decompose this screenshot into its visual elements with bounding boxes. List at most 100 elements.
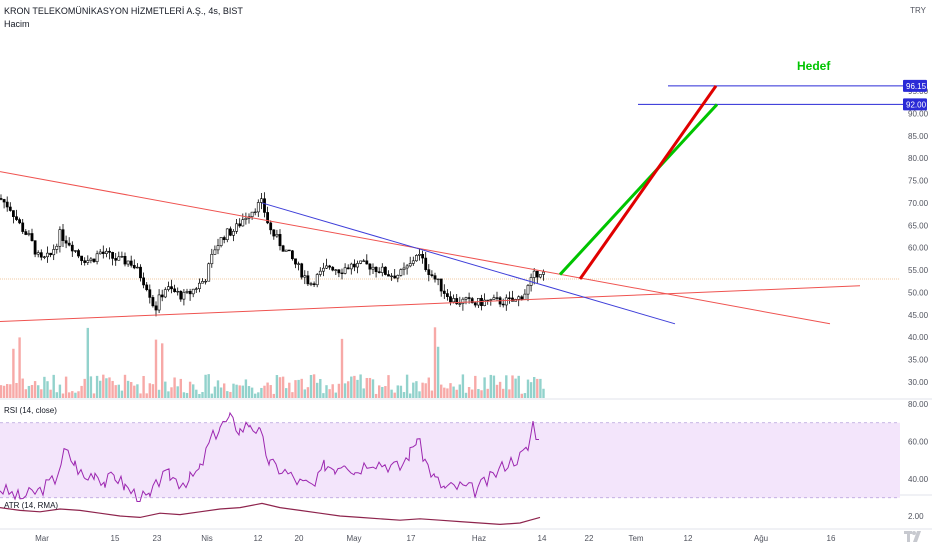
volume-bar xyxy=(207,374,210,398)
volume-bar xyxy=(278,377,282,398)
candle xyxy=(535,270,539,284)
candle xyxy=(464,296,468,305)
volume-bar xyxy=(216,380,220,398)
candle xyxy=(263,192,266,218)
candle xyxy=(337,269,341,278)
candle xyxy=(139,264,142,282)
candle-body xyxy=(377,271,381,273)
candle-body xyxy=(371,266,375,270)
candle-body xyxy=(42,256,46,258)
price-tick-label: 30.00 xyxy=(908,378,929,387)
volume-bar xyxy=(102,374,105,398)
candle xyxy=(198,278,201,293)
candle xyxy=(272,229,276,240)
rsi-tick-label: 60.00 xyxy=(908,438,929,447)
candle xyxy=(259,192,263,210)
candle xyxy=(374,266,378,278)
candle xyxy=(507,291,511,304)
volume-bar xyxy=(43,376,46,398)
candle-body xyxy=(253,211,257,214)
volume-bar xyxy=(356,379,359,398)
candle-body xyxy=(356,263,359,268)
candle xyxy=(49,252,53,258)
candle-body xyxy=(318,270,322,275)
candle-body xyxy=(111,252,115,259)
candle-body xyxy=(80,255,84,261)
tradingview-logo-icon[interactable] xyxy=(902,528,926,544)
rsi-tick-label: 40.00 xyxy=(908,475,929,484)
volume-bar xyxy=(498,381,502,398)
volume-bar xyxy=(378,385,381,398)
volume-bar xyxy=(458,384,461,398)
volume-bar xyxy=(12,348,15,398)
candle-body xyxy=(216,245,220,251)
volume-bar xyxy=(514,378,517,398)
volume-bar xyxy=(142,375,145,398)
candle-body xyxy=(67,242,71,246)
candle xyxy=(154,301,158,317)
candle-body xyxy=(526,285,530,295)
candle xyxy=(356,260,359,274)
volume-bar xyxy=(213,386,217,398)
candle-body xyxy=(58,229,62,247)
candle-body xyxy=(108,250,111,253)
volume-bar xyxy=(99,380,102,398)
price-tick-label: 70.00 xyxy=(908,199,929,208)
price-label-value: 96.15 xyxy=(906,82,927,91)
candle-body xyxy=(198,282,201,290)
candle-body xyxy=(281,245,285,252)
volume-bar xyxy=(77,391,80,398)
volume-bar xyxy=(517,375,520,398)
volume-bar xyxy=(505,375,508,398)
price-tick-label: 85.00 xyxy=(908,132,929,141)
atr-tick-label: 2.00 xyxy=(908,512,924,521)
candle-body xyxy=(229,228,232,236)
candle-body xyxy=(396,275,400,279)
volume-bar xyxy=(157,389,161,398)
candle-body xyxy=(312,283,316,286)
candle-body xyxy=(123,255,127,265)
candle xyxy=(458,296,462,307)
candle-body xyxy=(414,255,418,262)
candle xyxy=(52,244,56,261)
candle-body xyxy=(259,198,263,203)
candle-body xyxy=(83,260,87,263)
candles xyxy=(0,192,545,317)
volume-bar xyxy=(105,378,108,398)
candle xyxy=(424,252,428,272)
volume-bar xyxy=(266,382,269,398)
price-tick-label: 65.00 xyxy=(908,221,929,230)
candle xyxy=(173,284,177,293)
volume-bar xyxy=(49,389,52,398)
candle-body xyxy=(126,260,130,265)
candle xyxy=(492,294,496,301)
volume-bar xyxy=(198,393,201,398)
candle xyxy=(439,278,443,297)
candle xyxy=(185,288,189,295)
candle xyxy=(194,286,198,293)
candle-body xyxy=(12,210,15,217)
candle-body xyxy=(290,250,294,260)
time-tick-label: 12 xyxy=(254,534,263,543)
candle xyxy=(74,250,77,254)
candle-body xyxy=(449,296,452,303)
volume-bar xyxy=(297,379,300,398)
candle-body xyxy=(489,299,493,301)
candle-body xyxy=(167,286,170,290)
candle-body xyxy=(176,290,180,293)
candle-body xyxy=(393,275,397,279)
time-tick-label: 12 xyxy=(684,534,693,543)
candle xyxy=(120,251,124,258)
currency-label[interactable]: TRY xyxy=(910,6,926,15)
candle-body xyxy=(179,290,183,300)
candle xyxy=(275,229,279,238)
time-axis: Mar 15 23 Nis 12 20 May 17 Haz 14 22 Tem 12 Ağu 16 xyxy=(35,534,836,543)
candle xyxy=(58,226,62,253)
volume-bar xyxy=(120,390,124,398)
price-tick-label: 35.00 xyxy=(908,356,929,365)
candle-body xyxy=(504,297,508,306)
time-tick-label: 14 xyxy=(538,534,547,543)
candle xyxy=(269,220,273,235)
volume-bar xyxy=(291,392,294,398)
volume-bar xyxy=(443,387,446,398)
